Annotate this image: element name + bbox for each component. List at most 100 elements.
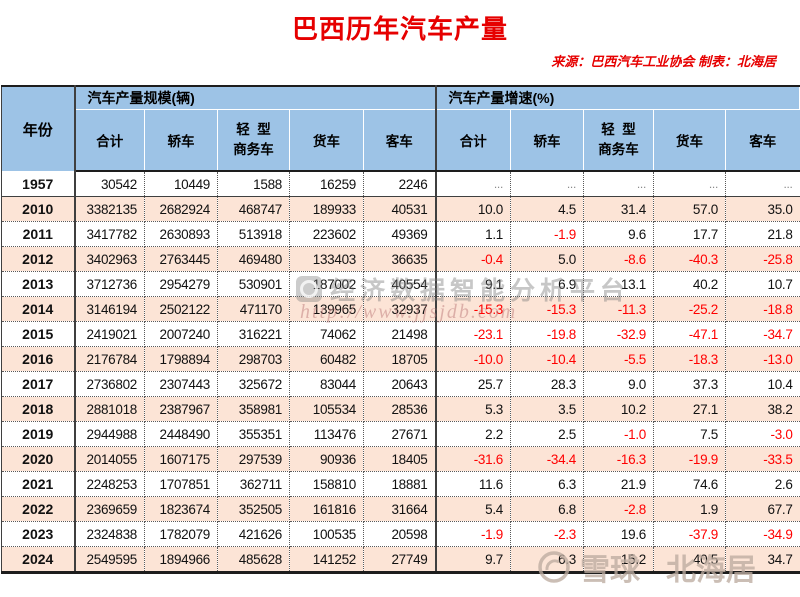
table-row: 2015 2419021 2007240 316221 74062 21498 -23.1-… — [1, 321, 800, 347]
scale-cell: 3417782 — [74, 221, 145, 247]
growth-cell: -15.3 — [435, 296, 511, 322]
growth-cell: -34.7 — [725, 321, 800, 347]
scale-cell: 2007240 — [144, 321, 218, 347]
scale-cell: 36635 — [363, 246, 437, 272]
growth-cell: 10.7 — [725, 271, 800, 297]
scale-cell: 2944988 — [74, 421, 145, 447]
growth-cell: 34.7 — [725, 546, 800, 574]
scale-cell: 1798894 — [144, 346, 218, 372]
growth-cell: -1.9 — [510, 221, 584, 247]
scale-cell: 3146194 — [74, 296, 145, 322]
col-growth-truck: 货车 — [653, 109, 726, 172]
table-body: 1957 30542 10449 1588 16259 2246.............… — [1, 171, 800, 574]
growth-cell: -37.9 — [653, 521, 726, 547]
growth-cell: -3.0 — [725, 421, 800, 447]
col-scale-bus: 客车 — [363, 109, 437, 172]
scale-cell: 2448490 — [144, 421, 218, 447]
growth-cell: 25.7 — [435, 371, 511, 397]
scale-cell: 74062 — [289, 321, 364, 347]
scale-cell: 49369 — [363, 221, 437, 247]
table-row: 2021 2248253 1707851 362711 158810 18881 11.6 6… — [1, 471, 800, 497]
scale-cell: 513918 — [217, 221, 290, 247]
growth-cell: ... — [653, 171, 726, 197]
growth-cell: 27.1 — [653, 396, 726, 422]
growth-cell: -1.9 — [435, 521, 511, 547]
scale-cell: 18405 — [363, 446, 437, 472]
growth-cell: -34.4 — [510, 446, 584, 472]
scale-cell: 325672 — [217, 371, 290, 397]
growth-cell: 9.7 — [435, 546, 511, 574]
scale-cell: 16259 — [289, 171, 364, 197]
scale-cell: 362711 — [217, 471, 290, 497]
growth-cell: 10.2 — [583, 396, 654, 422]
scale-cell: 21498 — [363, 321, 437, 347]
scale-cell: 40531 — [363, 196, 437, 222]
growth-cell: 35.0 — [725, 196, 800, 222]
production-table: 年份 汽车产量规模(辆) 汽车产量增速(%) 合计 轿车 轻 型 商务车 货车 … — [1, 85, 800, 574]
scale-cell: 1894966 — [144, 546, 218, 574]
table-row: 2017 2736802 2307443 325672 83044 20643 25.7 28… — [1, 371, 800, 397]
scale-cell: 113476 — [289, 421, 364, 447]
scale-cell: 2736802 — [74, 371, 145, 397]
growth-cell: 5.4 — [435, 496, 511, 522]
scale-cell: 2176784 — [74, 346, 145, 372]
year-cell: 2019 — [1, 421, 76, 447]
growth-cell: 40.5 — [653, 546, 726, 574]
growth-cell: 11.6 — [435, 471, 511, 497]
scale-cell: 298703 — [217, 346, 290, 372]
scale-cell: 139965 — [289, 296, 364, 322]
growth-cell: -16.3 — [583, 446, 654, 472]
year-cell: 2018 — [1, 396, 76, 422]
scale-cell: 2307443 — [144, 371, 218, 397]
growth-cell: -10.0 — [435, 346, 511, 372]
scale-cell: 40554 — [363, 271, 437, 297]
growth-cell: 21.9 — [583, 471, 654, 497]
growth-cell: -18.3 — [653, 346, 726, 372]
growth-cell: 7.5 — [653, 421, 726, 447]
scale-cell: 3712736 — [74, 271, 145, 297]
growth-cell: 15.2 — [583, 546, 654, 574]
scale-cell: 18705 — [363, 346, 437, 372]
scale-cell: 2419021 — [74, 321, 145, 347]
year-cell: 2013 — [1, 271, 76, 297]
growth-cell: -5.5 — [583, 346, 654, 372]
scale-cell: 161816 — [289, 496, 364, 522]
scale-cell: 100535 — [289, 521, 364, 547]
scale-cell: 316221 — [217, 321, 290, 347]
table-row: 2012 3402963 2763445 469480 133403 36635 -0.4 5… — [1, 246, 800, 272]
col-scale-total: 合计 — [74, 109, 145, 172]
scale-cell: 133403 — [289, 246, 364, 272]
scale-cell: 2763445 — [144, 246, 218, 272]
year-cell: 2015 — [1, 321, 76, 347]
scale-cell: 3382135 — [74, 196, 145, 222]
growth-cell: ... — [510, 171, 584, 197]
scale-cell: 2549595 — [74, 546, 145, 574]
growth-cell: 6.9 — [510, 271, 584, 297]
year-cell: 2023 — [1, 521, 76, 547]
growth-cell: -34.9 — [725, 521, 800, 547]
growth-cell: -25.2 — [653, 296, 726, 322]
scale-cell: 187002 — [289, 271, 364, 297]
growth-cell: 74.6 — [653, 471, 726, 497]
growth-cell: -32.9 — [583, 321, 654, 347]
year-cell: 2022 — [1, 496, 76, 522]
scale-cell: 1782079 — [144, 521, 218, 547]
scale-cell: 1823674 — [144, 496, 218, 522]
scale-cell: 471170 — [217, 296, 290, 322]
growth-cell: 9.1 — [435, 271, 511, 297]
scale-cell: 3402963 — [74, 246, 145, 272]
year-cell: 2012 — [1, 246, 76, 272]
scale-cell: 27671 — [363, 421, 437, 447]
col-growth-sedan: 轿车 — [510, 109, 584, 172]
growth-cell: -2.8 — [583, 496, 654, 522]
growth-cell: -47.1 — [653, 321, 726, 347]
table-row: 2020 2014055 1607175 297539 90936 18405 -31.6-… — [1, 446, 800, 472]
growth-cell: ... — [583, 171, 654, 197]
growth-cell: 28.3 — [510, 371, 584, 397]
growth-cell: -33.5 — [725, 446, 800, 472]
year-cell: 2011 — [1, 221, 76, 247]
scale-cell: 297539 — [217, 446, 290, 472]
growth-cell: -31.6 — [435, 446, 511, 472]
scale-cell: 141252 — [289, 546, 364, 574]
scale-cell: 1588 — [217, 171, 290, 197]
